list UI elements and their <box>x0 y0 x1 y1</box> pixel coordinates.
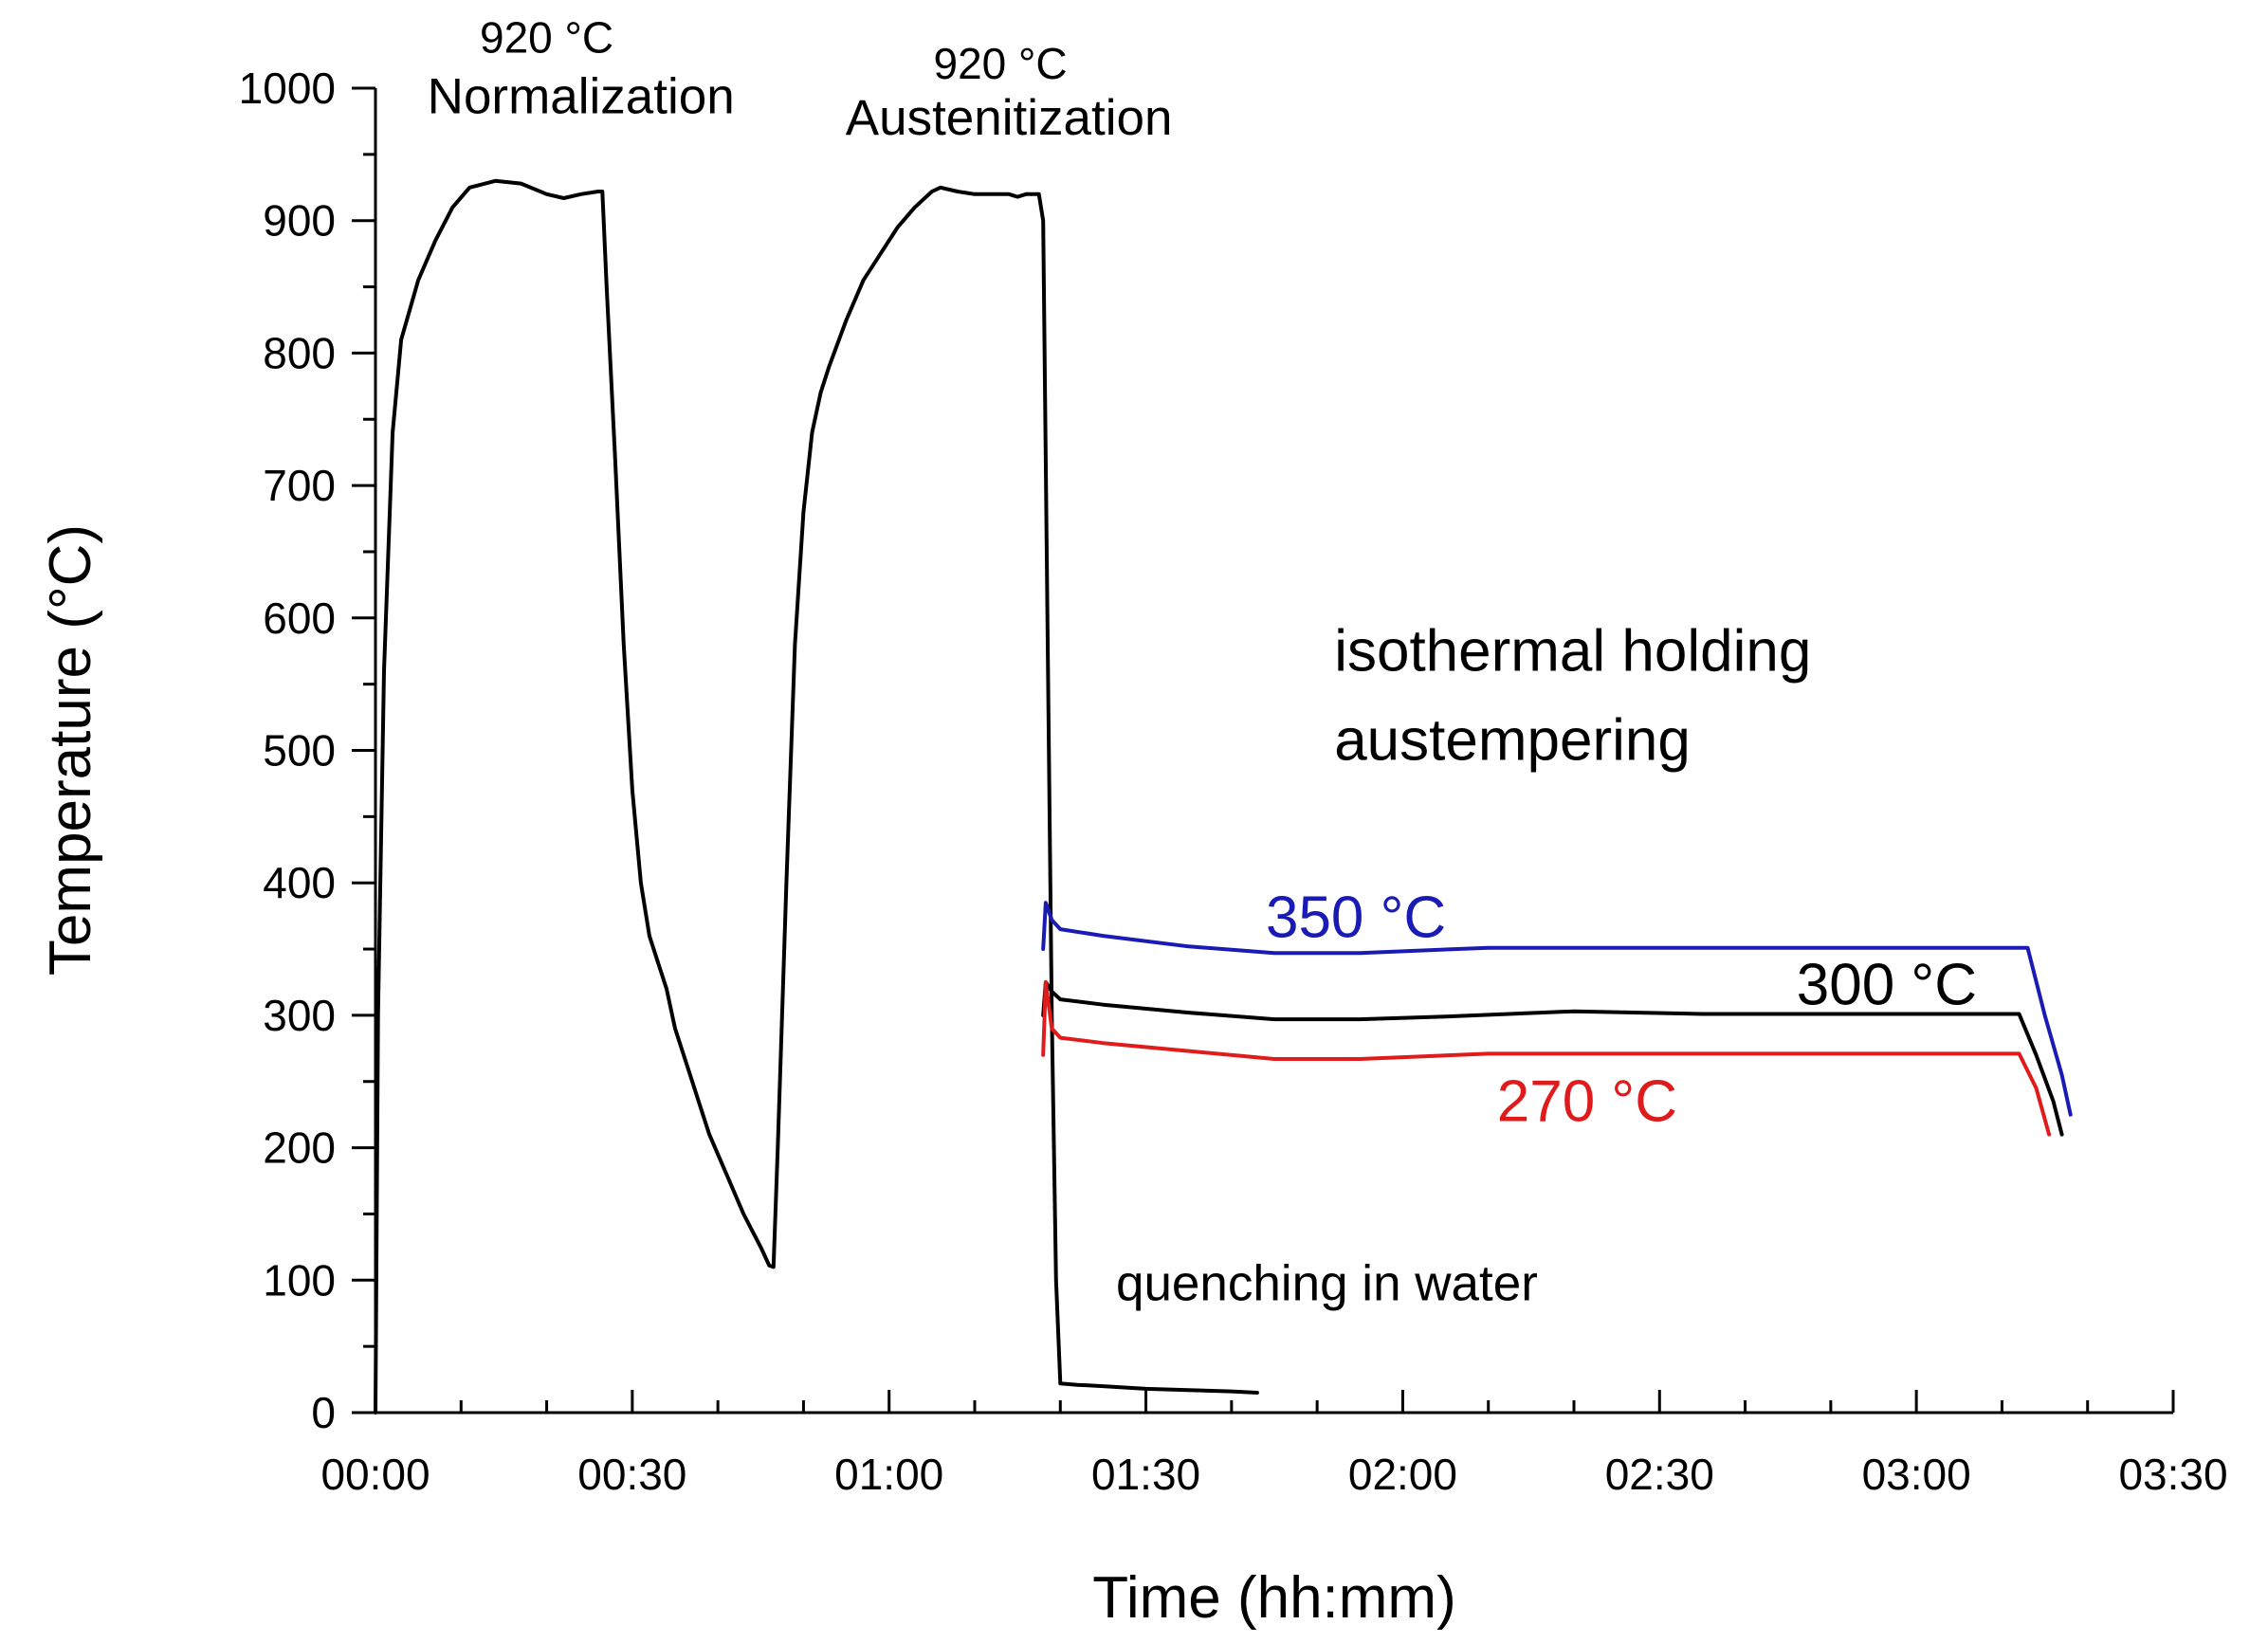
x-tick-label: 00:30 <box>577 1450 686 1499</box>
isothermal-holding-label: isothermal holding <box>1334 619 1811 685</box>
plot-frame <box>374 88 2173 1415</box>
y-axis-title: Temperature (°C) <box>38 524 103 976</box>
x-tick-label: 01:00 <box>834 1450 943 1499</box>
austenitization-temp-label: 920 °C <box>934 39 1068 88</box>
y-tick-label: 1000 <box>239 64 336 113</box>
series-270c-line <box>1041 980 2052 1137</box>
series-layer <box>374 178 2073 1415</box>
y-tick-label: 500 <box>263 726 336 776</box>
x-tick-label: 01:30 <box>1091 1450 1200 1499</box>
x-tick-label: 00:00 <box>320 1450 430 1499</box>
label-270c: 270 °C <box>1497 1069 1677 1135</box>
normalization-temp-label: 920 °C <box>480 12 613 62</box>
series-350c-line <box>1041 901 2073 1117</box>
label-350c: 350 °C <box>1266 885 1446 950</box>
x-tick-label: 03:30 <box>2118 1450 2227 1499</box>
y-tick-label: 100 <box>263 1255 336 1305</box>
normalization-label: Normalization <box>428 69 735 125</box>
y-tick-label: 300 <box>263 991 336 1040</box>
label-300c: 300 °C <box>1797 953 1977 1018</box>
austenitization-label: Austenitization <box>846 90 1173 146</box>
x-tick-label: 03:00 <box>1862 1450 1971 1499</box>
x-tick-label: 02:30 <box>1605 1450 1714 1499</box>
y-tick-label: 0 <box>311 1388 336 1437</box>
y-tick-label: 600 <box>263 593 336 643</box>
y-tick-label: 900 <box>263 196 336 246</box>
heat-treatment-line <box>374 178 1259 1415</box>
quenching-label: quenching in water <box>1116 1255 1538 1311</box>
x-axis-title: Time (hh:mm) <box>1092 1565 1455 1631</box>
y-tick-label: 700 <box>263 461 336 510</box>
y-axis-ticks: 0 100 200 300 400 500 600 700 800 900 1000 <box>239 64 375 1437</box>
y-tick-label: 800 <box>263 328 336 377</box>
x-axis-ticks: 00:00 00:30 01:00 01:30 02:00 02:30 03:00 03:30 <box>320 1390 2228 1499</box>
y-tick-label: 200 <box>263 1123 336 1173</box>
series-300c-line <box>1041 980 2064 1137</box>
austempering-label: austempering <box>1334 707 1691 773</box>
x-tick-label: 02:00 <box>1348 1450 1457 1499</box>
y-tick-label: 400 <box>263 858 336 907</box>
